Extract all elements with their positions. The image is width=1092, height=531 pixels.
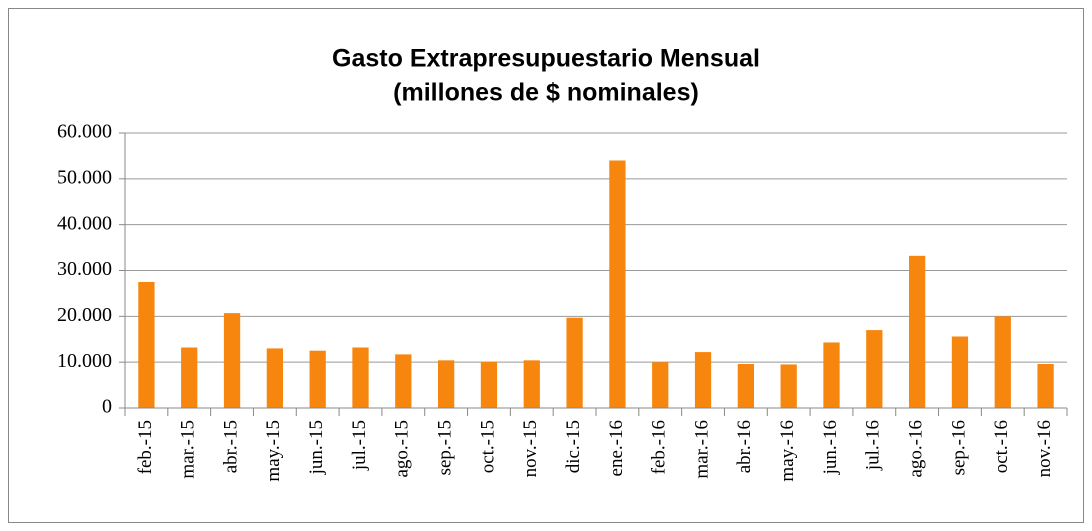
bar (609, 160, 626, 408)
y-tick-label: 60.000 (57, 121, 112, 143)
x-tick-label: ene.-16 (606, 420, 627, 476)
y-tick-label: 20.000 (57, 304, 112, 326)
y-tick-label: 10.000 (57, 350, 112, 372)
x-tick-label: feb.-15 (135, 420, 156, 474)
bar (823, 342, 840, 408)
y-tick-label: 30.000 (57, 258, 112, 280)
bar (866, 330, 883, 408)
bar (266, 348, 283, 408)
bar (951, 336, 969, 408)
x-tick-label: ago.-15 (392, 420, 413, 478)
bar (652, 362, 669, 408)
bar (395, 354, 412, 408)
x-tick-label: feb.-16 (649, 420, 670, 474)
bar (438, 360, 455, 408)
bar (780, 364, 797, 408)
bar (737, 364, 754, 408)
x-tick-label: jul.-15 (349, 420, 370, 471)
x-tick-label: jun.-15 (306, 420, 327, 475)
x-tick-label: mar.-16 (691, 420, 712, 479)
y-tick-label: 50.000 (57, 166, 112, 188)
bar (523, 360, 540, 408)
bar (480, 361, 498, 408)
bar (181, 347, 198, 408)
bar (694, 352, 712, 408)
x-tick-label: may.-15 (263, 420, 284, 482)
chart-subtitle: (millones de $ nominales) (393, 79, 699, 107)
bar (909, 255, 926, 408)
chart-border (8, 8, 1084, 523)
bar (994, 316, 1011, 408)
x-tick-label: oct.-15 (477, 420, 498, 473)
x-tick-label: jul.-16 (863, 420, 884, 471)
x-tick-label: sep.-16 (948, 420, 969, 475)
x-tick-label: sep.-15 (434, 420, 455, 475)
x-tick-label: ago.-16 (905, 420, 926, 478)
chart-title: Gasto Extrapresupuestario Mensual (332, 45, 760, 73)
x-tick-label: nov.-15 (520, 420, 541, 477)
x-tick-label: dic.-15 (563, 420, 584, 473)
y-tick-label: 40.000 (57, 212, 112, 234)
x-tick-label: abr.-15 (220, 420, 241, 473)
x-tick-label: abr.-16 (734, 420, 755, 473)
x-tick-label: may.-16 (777, 420, 798, 482)
y-tick-label: 0 (102, 396, 112, 418)
bar (1037, 364, 1054, 408)
bar (138, 281, 155, 408)
x-tick-label: mar.-15 (178, 420, 199, 479)
x-tick-label: nov.-16 (1034, 420, 1055, 477)
bar (352, 347, 369, 408)
bar (566, 317, 583, 408)
x-tick-label: oct.-16 (991, 420, 1012, 473)
bar (309, 350, 326, 408)
bar (223, 313, 241, 408)
x-tick-label: jun.-16 (820, 420, 841, 475)
